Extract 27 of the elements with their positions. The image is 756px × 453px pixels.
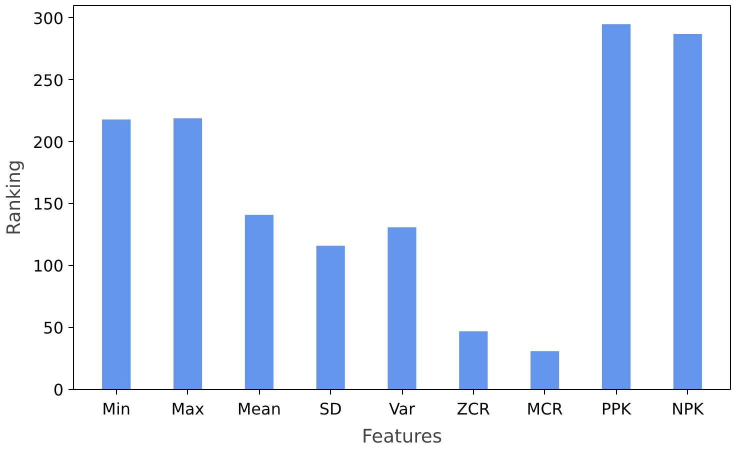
- y-axis-title: Ranking: [4, 160, 25, 236]
- bar: [673, 34, 702, 390]
- x-tick-label: Min: [102, 400, 131, 418]
- y-tick-label: 0: [53, 380, 64, 400]
- y-tick-label: 250: [32, 70, 64, 90]
- y-tick-label: 100: [32, 256, 64, 276]
- x-tick-label: Mean: [237, 400, 281, 418]
- bar: [102, 119, 131, 390]
- y-tick-label: 300: [32, 8, 64, 28]
- x-tick-label: Max: [171, 400, 204, 418]
- x-tick-label: Var: [388, 400, 416, 418]
- x-tick-label: NPK: [672, 400, 704, 418]
- x-tick-label: PPK: [601, 400, 632, 418]
- bar: [388, 227, 416, 390]
- x-tick-label: SD: [319, 400, 342, 418]
- bar: [244, 214, 274, 390]
- bar: [316, 246, 345, 390]
- y-tick-label: 50: [43, 318, 64, 338]
- x-tick-label: MCR: [526, 400, 563, 418]
- bar: [173, 118, 202, 390]
- y-tick-label: 200: [32, 132, 64, 152]
- bar: [530, 351, 560, 390]
- x-axis-title: Features: [362, 426, 442, 448]
- bar: [459, 331, 488, 390]
- y-tick-label: 150: [32, 194, 64, 214]
- x-tick-label: ZCR: [456, 400, 490, 418]
- bar: [602, 24, 631, 390]
